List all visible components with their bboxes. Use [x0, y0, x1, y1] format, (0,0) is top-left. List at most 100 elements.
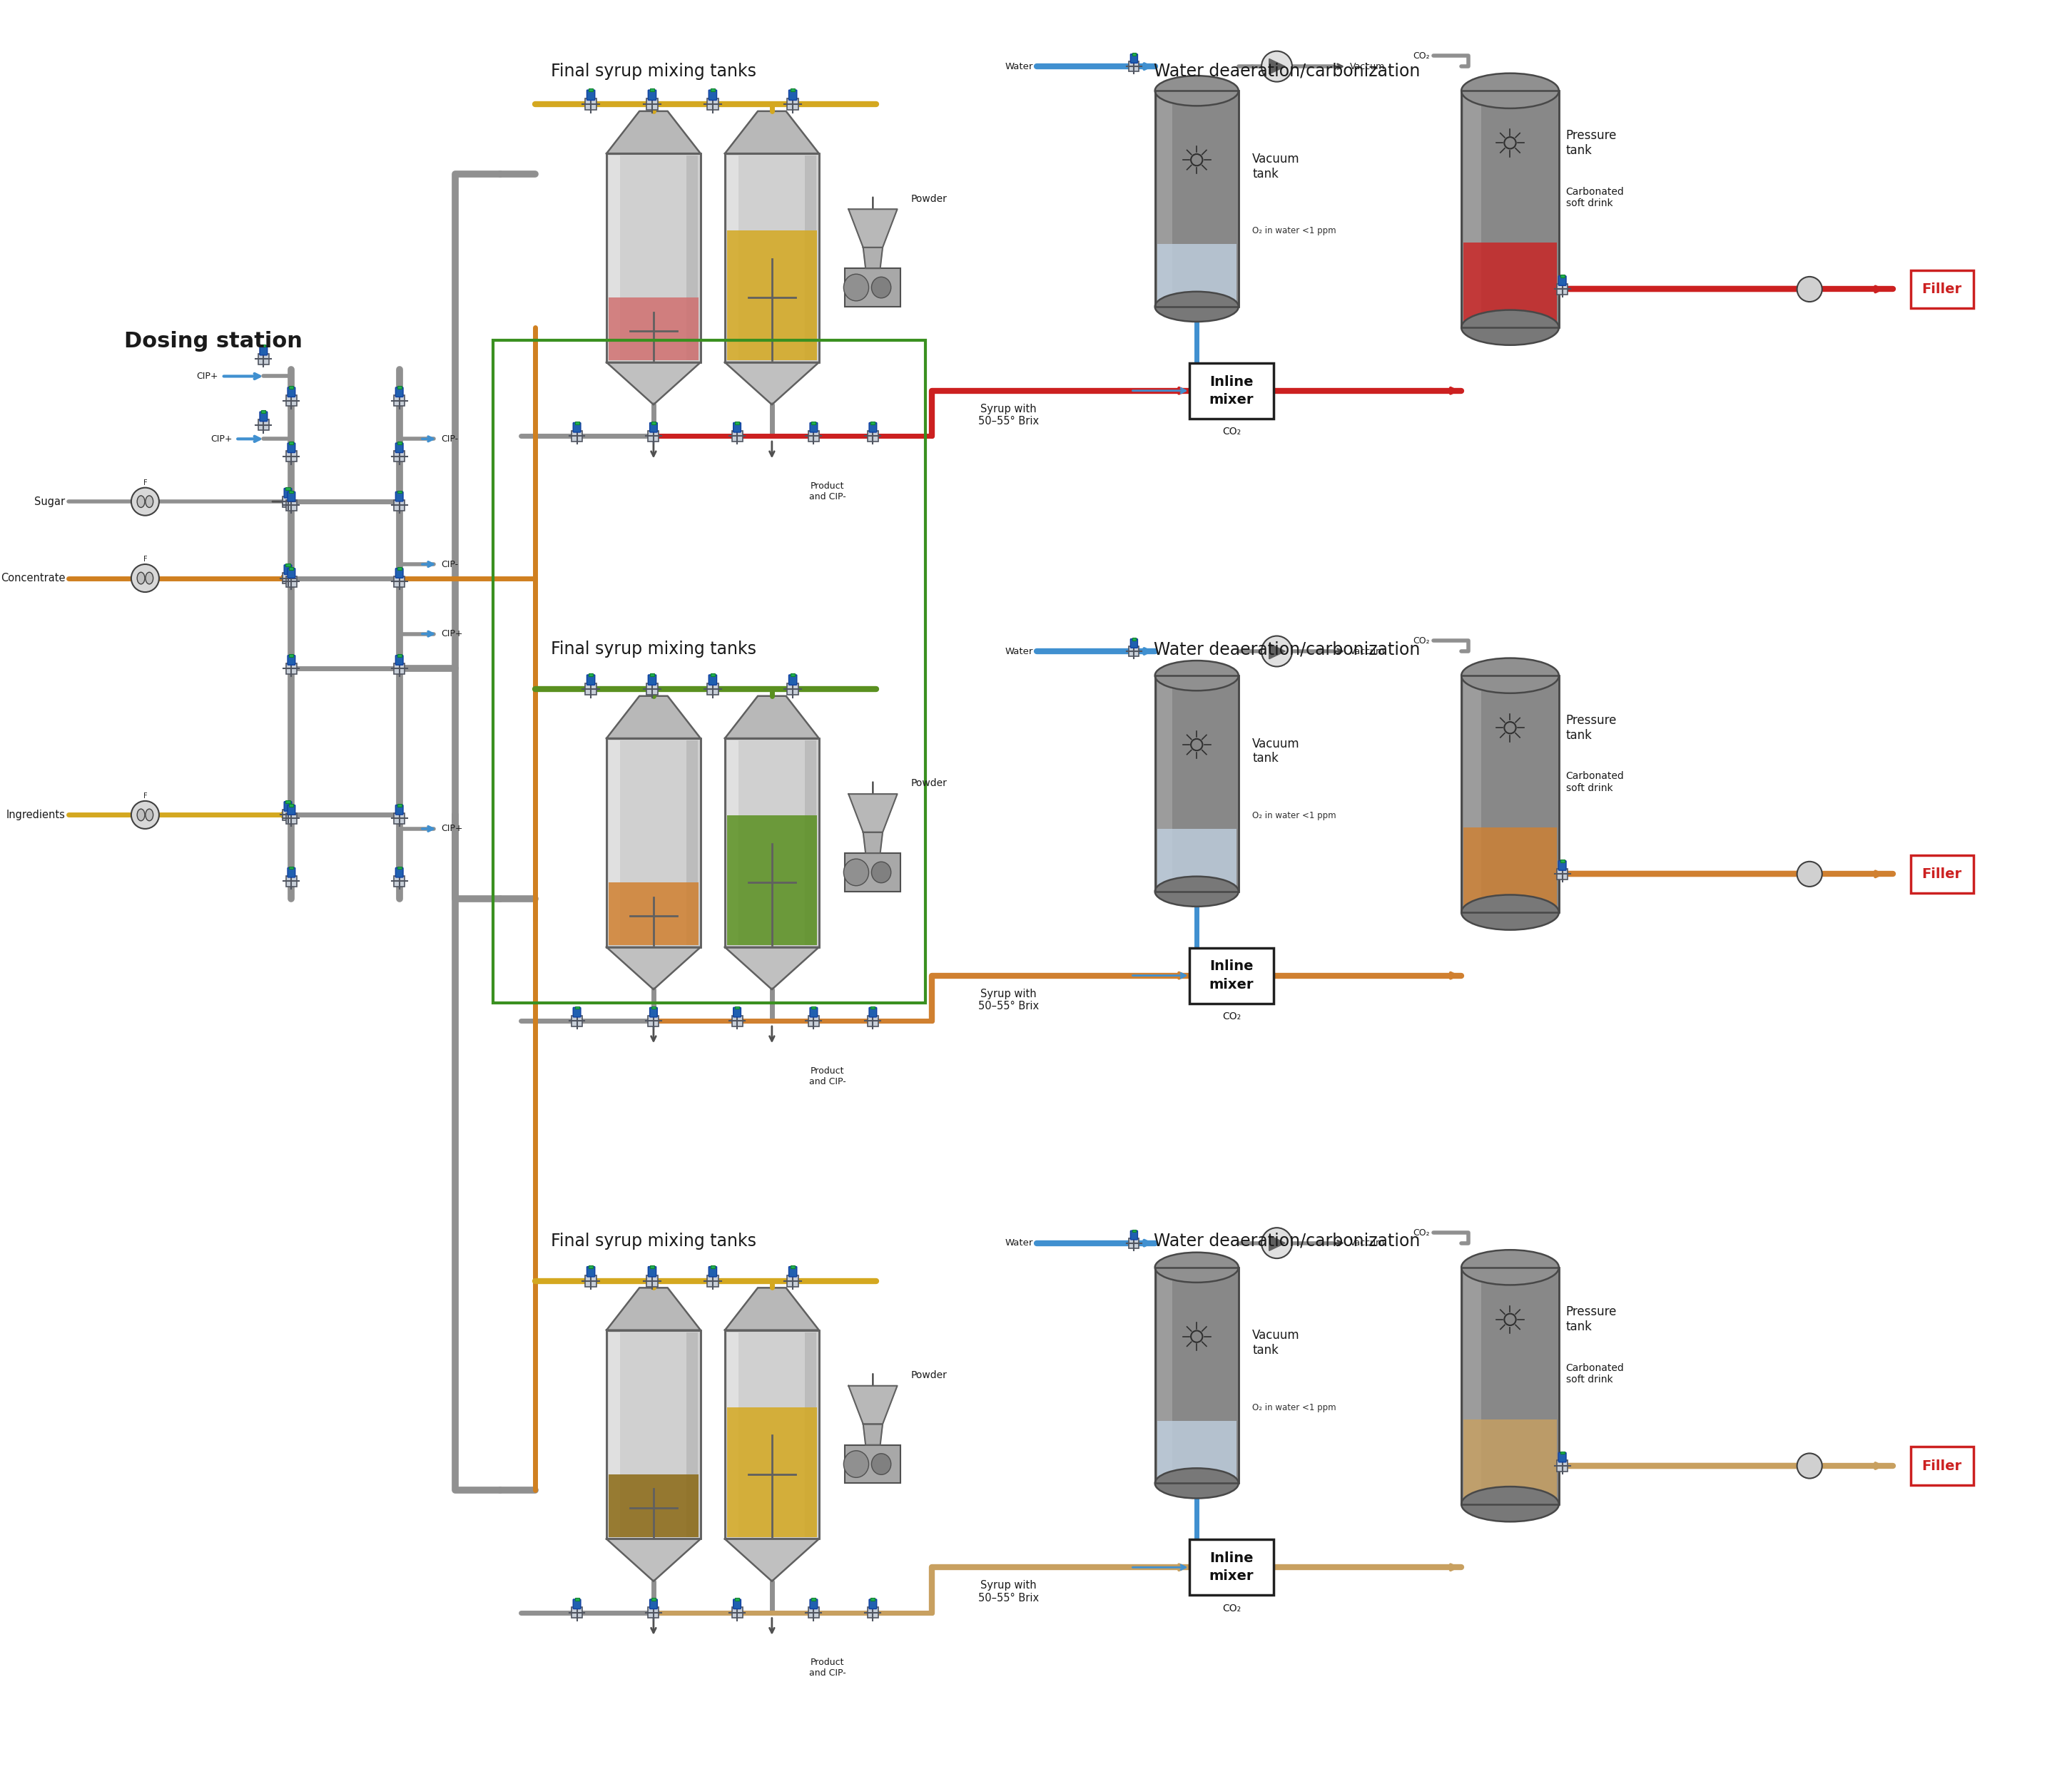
- Bar: [1463, 90, 1481, 327]
- FancyBboxPatch shape: [396, 568, 404, 578]
- Bar: [808, 1015, 818, 1026]
- Ellipse shape: [1461, 1251, 1558, 1284]
- Bar: [1156, 1267, 1173, 1482]
- Bar: [398, 867, 402, 869]
- Ellipse shape: [1154, 76, 1239, 106]
- FancyBboxPatch shape: [288, 492, 294, 501]
- FancyBboxPatch shape: [1131, 1231, 1138, 1240]
- FancyBboxPatch shape: [810, 423, 818, 432]
- Ellipse shape: [137, 495, 145, 508]
- Bar: [1154, 90, 1239, 306]
- FancyBboxPatch shape: [396, 655, 404, 665]
- Text: CO₂: CO₂: [1222, 1603, 1241, 1613]
- Bar: [646, 1275, 659, 1286]
- Text: CIP-: CIP-: [441, 559, 458, 570]
- Bar: [731, 1608, 742, 1619]
- Ellipse shape: [1461, 895, 1558, 930]
- Ellipse shape: [843, 860, 868, 886]
- Bar: [607, 154, 700, 363]
- FancyBboxPatch shape: [649, 674, 657, 685]
- Ellipse shape: [843, 274, 868, 301]
- Bar: [649, 1608, 659, 1619]
- Bar: [804, 741, 816, 945]
- FancyBboxPatch shape: [1131, 55, 1138, 64]
- Bar: [282, 810, 294, 821]
- Bar: [646, 683, 659, 695]
- FancyBboxPatch shape: [649, 90, 657, 101]
- Polygon shape: [725, 111, 818, 154]
- Polygon shape: [607, 1288, 700, 1330]
- Text: Ingredients: Ingredients: [6, 810, 64, 821]
- Bar: [1129, 62, 1140, 71]
- Bar: [1156, 244, 1237, 304]
- Bar: [725, 1330, 818, 1539]
- Bar: [1556, 1461, 1569, 1472]
- FancyBboxPatch shape: [709, 90, 717, 101]
- Text: Filler: Filler: [1923, 1459, 1962, 1472]
- Text: Final syrup mixing tanks: Final syrup mixing tanks: [551, 1233, 756, 1249]
- Circle shape: [1262, 635, 1293, 667]
- Bar: [707, 1275, 719, 1286]
- Bar: [868, 1015, 879, 1026]
- Bar: [1129, 646, 1140, 656]
- Bar: [736, 421, 740, 425]
- Polygon shape: [607, 946, 700, 989]
- Bar: [727, 1332, 738, 1537]
- Polygon shape: [725, 363, 818, 405]
- Polygon shape: [607, 1539, 700, 1581]
- Bar: [868, 430, 879, 440]
- Bar: [290, 867, 294, 869]
- Polygon shape: [607, 363, 700, 405]
- Bar: [727, 816, 816, 945]
- Bar: [1156, 676, 1173, 892]
- Ellipse shape: [145, 808, 153, 821]
- Text: CIP-: CIP-: [441, 433, 458, 444]
- Bar: [609, 156, 620, 361]
- Bar: [574, 1597, 578, 1601]
- Bar: [609, 883, 698, 945]
- Bar: [259, 419, 269, 430]
- FancyBboxPatch shape: [1910, 271, 1973, 308]
- Bar: [787, 99, 798, 110]
- Bar: [1131, 637, 1135, 640]
- Polygon shape: [850, 1385, 897, 1424]
- Bar: [584, 99, 597, 110]
- Bar: [651, 88, 655, 92]
- Bar: [607, 1330, 700, 1539]
- Bar: [686, 741, 698, 945]
- Bar: [725, 154, 818, 363]
- Bar: [1154, 1267, 1239, 1482]
- Bar: [725, 1330, 818, 1539]
- Bar: [584, 683, 597, 695]
- Bar: [609, 741, 620, 945]
- Text: Inline: Inline: [1210, 1551, 1254, 1566]
- Ellipse shape: [872, 1454, 891, 1475]
- Text: Water: Water: [1005, 1238, 1034, 1247]
- Bar: [731, 1015, 742, 1026]
- Bar: [812, 1007, 816, 1008]
- FancyBboxPatch shape: [810, 1599, 818, 1608]
- Circle shape: [1796, 1454, 1821, 1479]
- Text: Water deaeration/carbonization: Water deaeration/carbonization: [1154, 1233, 1421, 1249]
- Bar: [1560, 1451, 1564, 1454]
- Bar: [870, 1597, 874, 1601]
- FancyBboxPatch shape: [288, 655, 294, 665]
- FancyBboxPatch shape: [586, 90, 595, 101]
- Text: Water deaeration/carbonization: Water deaeration/carbonization: [1154, 640, 1421, 658]
- Bar: [1461, 90, 1558, 327]
- FancyBboxPatch shape: [1558, 276, 1566, 285]
- Bar: [736, 1597, 740, 1601]
- Polygon shape: [607, 695, 700, 738]
- Bar: [808, 430, 818, 440]
- Bar: [725, 738, 818, 946]
- FancyBboxPatch shape: [288, 805, 294, 816]
- Bar: [398, 803, 402, 807]
- Polygon shape: [864, 248, 883, 269]
- FancyBboxPatch shape: [259, 345, 267, 356]
- Bar: [651, 1597, 655, 1601]
- Bar: [649, 1015, 659, 1026]
- Ellipse shape: [872, 278, 891, 297]
- Text: F: F: [143, 793, 147, 800]
- Bar: [261, 345, 265, 347]
- Bar: [1156, 830, 1237, 890]
